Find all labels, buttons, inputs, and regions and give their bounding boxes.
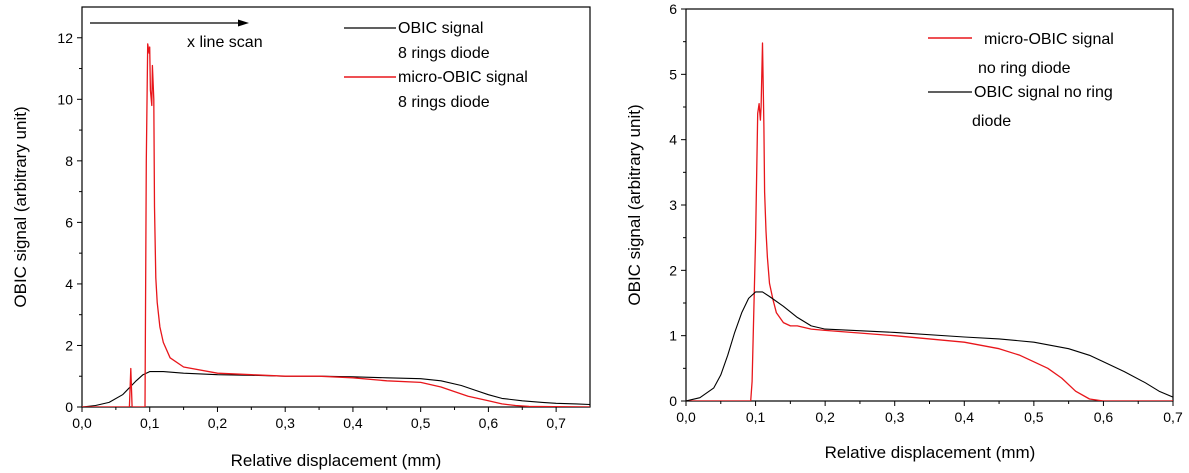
series-line-1 xyxy=(686,291,1173,401)
x-tick-label: 0,2 xyxy=(208,415,228,431)
y-axis-label: OBIC signal (arbitrary unit) xyxy=(11,106,30,307)
x-tick-label: 0,3 xyxy=(885,409,905,425)
arrow-head-icon xyxy=(238,19,249,27)
x-tick-label: 0,5 xyxy=(1024,409,1044,425)
annotation-text: x line scan xyxy=(187,34,263,51)
chart-no-ring-diode: 0,0 0,1 0,2 0,3 0,4 0,5 0,6 0,7 0 1 2 3 4 5 6 micro-OB… xyxy=(625,1,1183,462)
y-tick-label: 2 xyxy=(65,337,73,353)
y-tick-label: 12 xyxy=(57,30,73,46)
x-tick-label: 0,3 xyxy=(275,415,295,431)
axes-frame xyxy=(685,8,1174,402)
series-line-1 xyxy=(82,43,590,407)
legend: micro-OBIC signal no ring diode OBIC sig… xyxy=(928,31,1114,130)
y-tick-label: 8 xyxy=(65,153,73,169)
y-tick-label: 6 xyxy=(669,1,677,17)
legend-label-obic-line1: OBIC signal xyxy=(398,20,483,37)
y-axis-label: OBIC signal (arbitrary unit) xyxy=(625,104,644,305)
y-tick-label: 0 xyxy=(65,399,73,415)
y-tick-label: 4 xyxy=(669,132,677,148)
y-tick-label: 5 xyxy=(669,66,677,82)
legend-label-obic-line2: diode xyxy=(972,113,1011,130)
x-tick-label: 0,5 xyxy=(411,415,431,431)
y-tick-label: 3 xyxy=(669,197,677,213)
x-line-scan-annotation: x line scan xyxy=(90,19,263,51)
legend-label-micro-obic-line2: 8 rings diode xyxy=(398,94,490,111)
x-tick-label: 0,4 xyxy=(955,409,975,425)
legend-label-micro-obic-line2: no ring diode xyxy=(978,60,1071,77)
y-tick-label: 10 xyxy=(57,91,73,107)
legend-label-obic-line1: OBIC signal no ring xyxy=(974,84,1113,101)
x-tick-label: 0,6 xyxy=(479,415,499,431)
legend: OBIC signal 8 rings diode micro-OBIC sig… xyxy=(344,20,528,111)
x-tick-label: 0,4 xyxy=(343,415,363,431)
x-tick-label: 0,1 xyxy=(746,409,766,425)
series-line-0 xyxy=(686,42,1173,401)
y-tick-label: 2 xyxy=(669,262,677,278)
x-tick-label: 0,7 xyxy=(1163,409,1183,425)
y-tick-label: 0 xyxy=(669,393,677,409)
x-axis-label: Relative displacement (mm) xyxy=(231,451,442,470)
y-tick-label: 4 xyxy=(65,276,73,292)
legend-label-micro-obic-line1: micro-OBIC signal xyxy=(984,31,1114,48)
x-tick-label: 0,6 xyxy=(1094,409,1114,425)
x-tick-label: 0,2 xyxy=(815,409,835,425)
x-tick-label: 0,7 xyxy=(546,415,566,431)
x-axis-label: Relative displacement (mm) xyxy=(825,443,1036,462)
y-tick-label: 6 xyxy=(65,214,73,230)
chart-8-rings-diode: 0,0 0,1 0,2 0,3 0,4 0,5 0,6 0,7 0 2 4 6 8 10 12 x line… xyxy=(11,6,591,470)
y-tick-label: 1 xyxy=(669,328,677,344)
x-tick-label: 0,0 xyxy=(72,415,92,431)
x-tick-label: 0,0 xyxy=(676,409,696,425)
axes-frame xyxy=(81,6,591,408)
legend-label-obic-line2: 8 rings diode xyxy=(398,45,490,62)
legend-label-micro-obic-line1: micro-OBIC signal xyxy=(398,69,528,86)
x-tick-label: 0,1 xyxy=(140,415,160,431)
